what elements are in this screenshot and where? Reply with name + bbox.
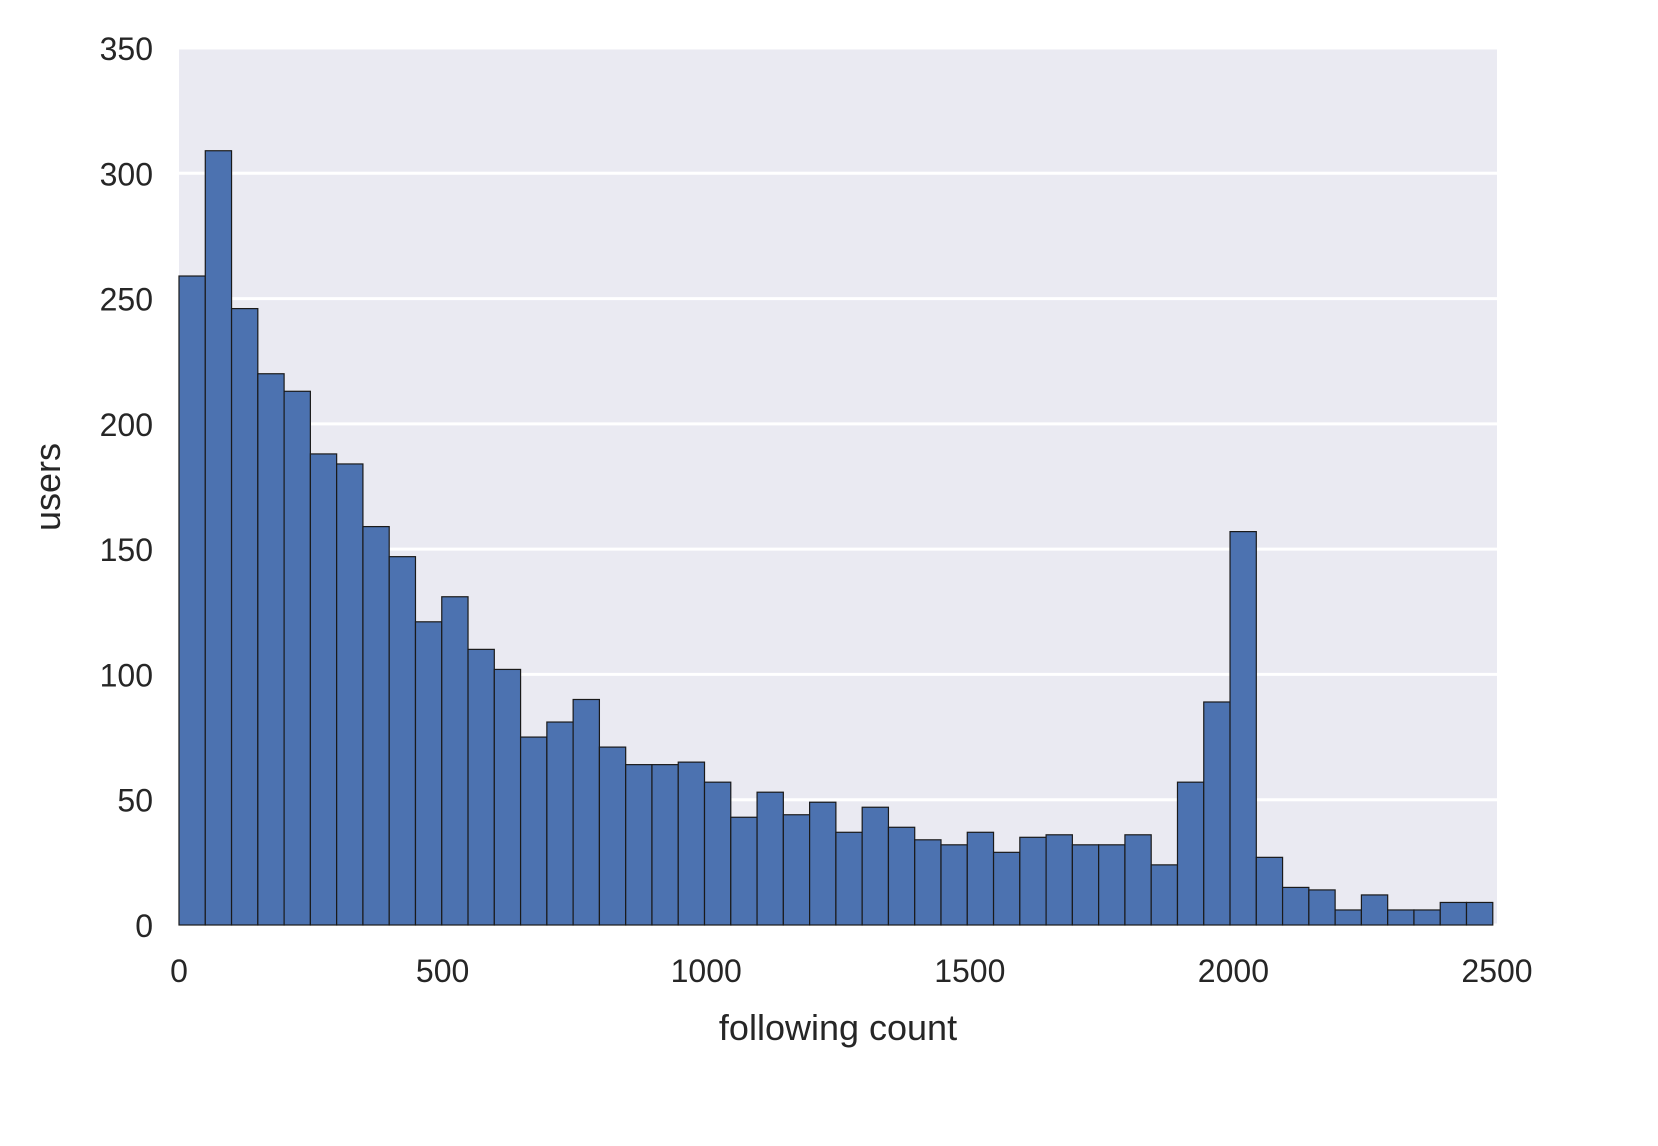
histogram-bar — [1150, 864, 1179, 926]
x-tick-labels: 0 500 1000 1500 2000 2500 — [170, 953, 1532, 989]
histogram-bar — [1465, 901, 1494, 926]
x-tick-label: 500 — [416, 953, 469, 989]
y-axis-label: users — [27, 443, 68, 531]
histogram-bar — [914, 839, 942, 926]
histogram-bar — [940, 844, 968, 926]
x-tick-label: 0 — [170, 953, 188, 989]
histogram-bar — [1045, 834, 1073, 926]
x-tick-label: 1500 — [934, 953, 1005, 989]
histogram-bar — [230, 307, 259, 926]
histogram-bar — [204, 150, 233, 926]
y-tick-label: 100 — [100, 657, 153, 693]
histogram-bar — [677, 761, 706, 926]
histogram-bar — [336, 463, 364, 926]
histogram-bar — [1334, 909, 1363, 926]
histogram-bar — [1203, 701, 1231, 926]
histogram-bar — [1360, 894, 1389, 926]
y-tick-label: 200 — [100, 407, 153, 443]
histogram-bar — [441, 596, 469, 926]
histogram-bar — [651, 764, 679, 926]
histogram-bar — [1281, 886, 1310, 926]
histogram-bar — [1124, 834, 1152, 926]
histogram-bar — [519, 736, 548, 926]
bars — [178, 150, 1494, 926]
histogram-bar — [1439, 901, 1468, 926]
histogram-bar — [1019, 836, 1047, 926]
x-tick-label: 2500 — [1461, 953, 1532, 989]
histogram-bar — [283, 390, 311, 926]
histogram-bar — [887, 826, 916, 926]
y-tick-labels: 0 50 100 150 200 250 300 350 — [100, 31, 153, 944]
histogram-bar — [1071, 844, 1100, 926]
histogram-bar — [782, 814, 811, 926]
histogram-bar — [966, 831, 995, 926]
histogram-bar — [257, 373, 285, 926]
histogram-bar — [1176, 781, 1205, 926]
histogram-bar — [178, 275, 206, 926]
histogram-bar — [992, 851, 1021, 926]
histogram-bar — [1387, 909, 1415, 926]
x-axis-label: following count — [719, 1007, 957, 1048]
y-tick-label: 300 — [100, 156, 153, 192]
histogram-bar — [703, 781, 732, 926]
histogram-bar — [546, 721, 574, 926]
histogram-bar — [1413, 909, 1441, 926]
histogram-bar — [572, 698, 601, 926]
histogram-bar — [861, 806, 890, 926]
x-tick-label: 1000 — [671, 953, 742, 989]
histogram-bar — [1098, 844, 1126, 926]
histogram-bar — [309, 453, 338, 926]
histogram-bar — [362, 525, 390, 926]
histogram-bar — [730, 816, 758, 926]
histogram-bar — [388, 556, 417, 926]
histogram-bar — [756, 791, 784, 926]
histogram-bar — [467, 648, 495, 926]
histogram-bar — [414, 621, 443, 926]
y-tick-label: 350 — [100, 31, 153, 67]
y-tick-label: 0 — [135, 908, 153, 944]
histogram-bar — [835, 831, 863, 926]
histogram-bar — [1308, 889, 1336, 926]
histogram-bar — [598, 746, 627, 926]
x-tick-label: 2000 — [1198, 953, 1269, 989]
y-tick-label: 250 — [100, 282, 153, 318]
histogram-bar — [809, 801, 837, 926]
y-tick-label: 150 — [100, 532, 153, 568]
histogram-bar — [1255, 856, 1284, 926]
histogram-bar — [625, 764, 653, 926]
histogram-bar — [493, 668, 522, 926]
y-tick-label: 50 — [117, 783, 153, 819]
histogram-bar — [1229, 531, 1257, 926]
